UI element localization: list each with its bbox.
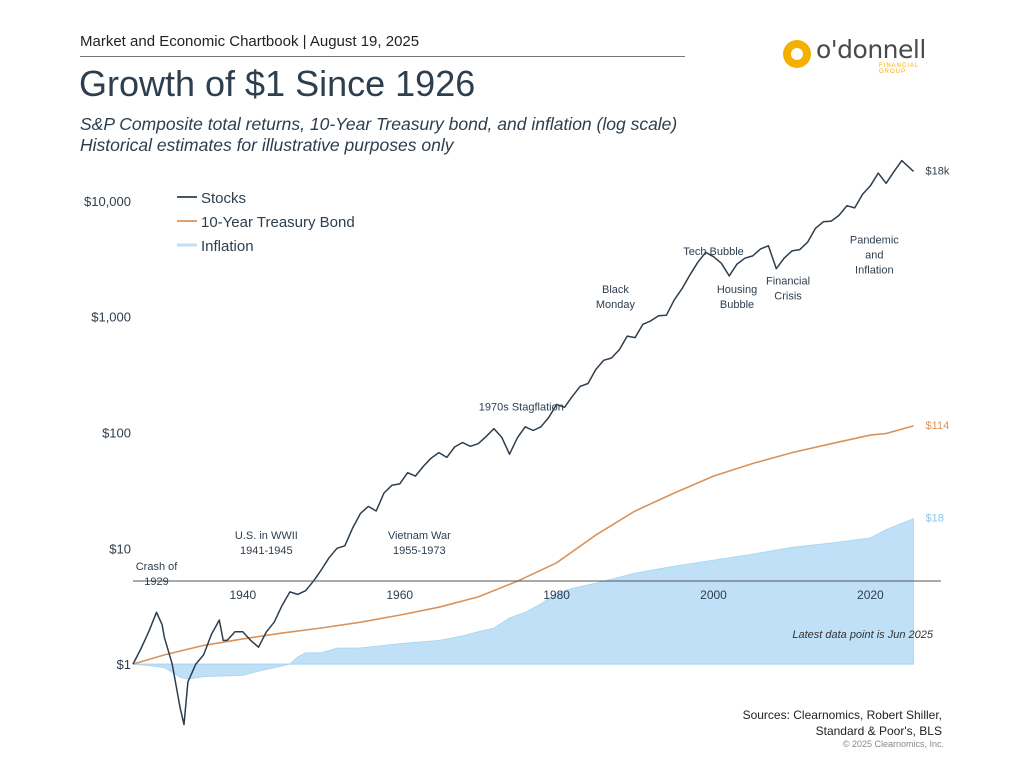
end-label-bonds: $114 [926,420,950,432]
annotation-label: U.S. in WWII [235,530,298,542]
logo-subtitle: FINANCIAL GROUP [879,63,920,75]
y-tick-label: $1 [117,657,131,672]
x-tick-label: 1980 [543,588,570,602]
chart-disclaimer: Historical estimates for illustrative pu… [80,135,454,155]
y-tick-label: $100 [102,426,131,441]
annotation-label: 1941-1945 [240,545,293,557]
copyright: © 2025 Clearnomics, Inc. [842,739,944,749]
annotation-label: Crisis [774,290,802,302]
y-tick-label: $10 [109,541,131,556]
sources-line-2: Standard & Poor's, BLS [815,724,942,738]
annotation-label: 1955-1973 [393,545,446,557]
annotation-label: Housing [717,284,757,296]
annotation-label: Inflation [855,264,894,276]
annotation-label: Bubble [720,299,754,311]
latest-data-note: Latest data point is Jun 2025 [792,629,933,641]
annotation-label: Crash of [136,561,179,573]
y-tick-label: $1,000 [91,310,131,325]
logo-name: o'donnell [816,35,926,64]
x-tick-label: 2020 [857,588,884,602]
annotation-label: 1970s Stagflation [479,401,564,413]
end-label-inflation: $18 [926,513,944,525]
y-tick-label: $10,000 [84,194,131,209]
stocks-series-line [132,159,915,726]
legend-label-stocks: Stocks [201,190,246,207]
sources-note: Sources: Clearnomics, Robert Shiller, St… [743,707,942,739]
annotation-label: Tech Bubble [683,246,744,258]
company-logo: o'donnell FINANCIAL GROUP [783,35,943,75]
chartbook-header: Market and Economic Chartbook | August 1… [80,33,685,57]
annotation-label: and [865,249,883,261]
x-tick-label: 2000 [700,588,727,602]
bonds-series-line [132,425,914,665]
annotation-label: 1929 [144,576,168,588]
sources-line-1: Sources: Clearnomics, Robert Shiller, [742,708,942,722]
chart-title: Growth of $1 Since 1926 [79,63,476,104]
end-label-stocks: $18k [926,165,950,177]
annotation-label: Financial [766,275,810,287]
annotation-label: Black [602,284,629,296]
logo-mark-icon [783,40,811,68]
annotation-label: Vietnam War [388,530,451,542]
x-tick-label: 1960 [386,588,413,602]
legend-label-inflation: Inflation [201,238,254,255]
x-tick-label: 1940 [229,588,256,602]
annotation-label: Pandemic [850,234,899,246]
annotation-label: Monday [596,299,636,311]
inflation-area [132,518,914,680]
chart-subtitle: S&P Composite total returns, 10-Year Tre… [80,114,678,134]
legend-label-bonds: 10-Year Treasury Bond [201,214,355,231]
